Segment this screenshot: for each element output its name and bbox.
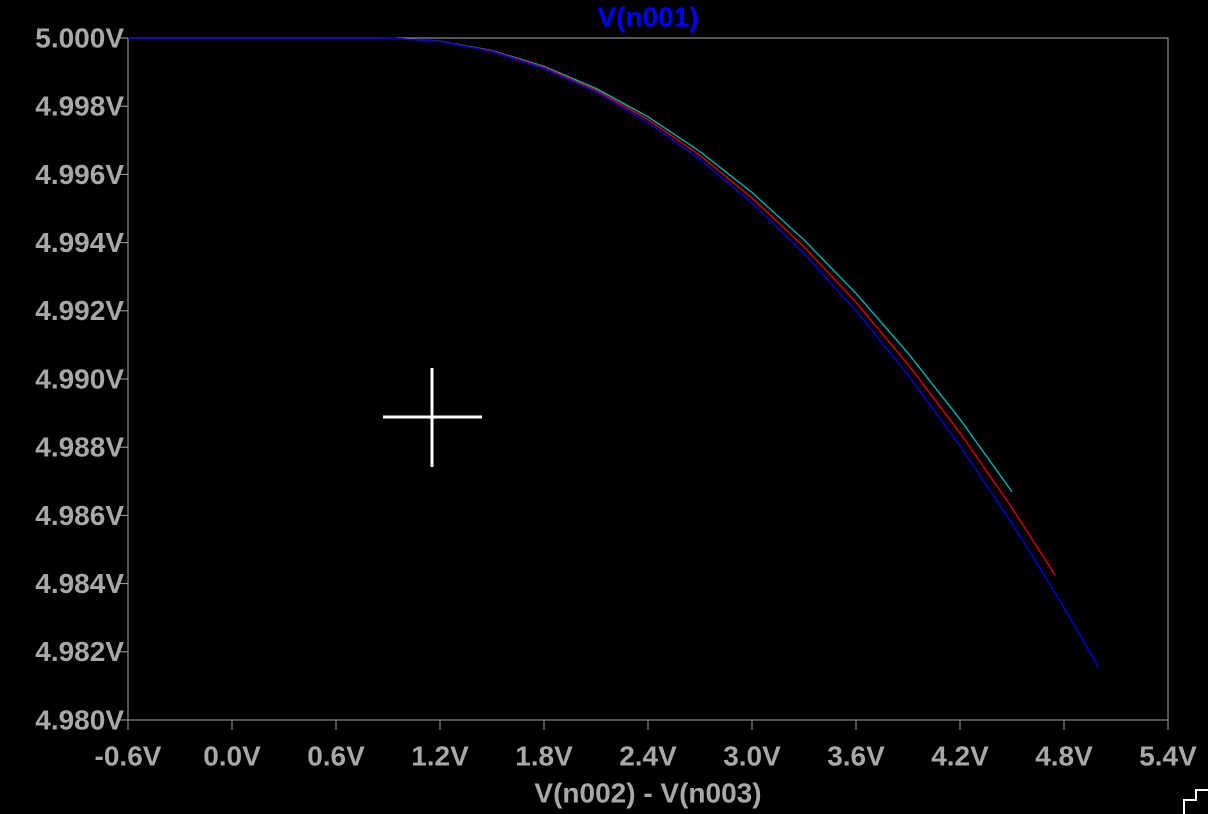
resize-grip — [1183, 789, 1208, 814]
x-tick-label: 3.0V — [723, 740, 781, 771]
cursor — [383, 368, 482, 467]
x-axis-label: V(n002) - V(n003) — [534, 777, 761, 808]
x-tick-label: 3.6V — [827, 740, 885, 771]
y-tick-label: 4.982V — [35, 636, 124, 667]
series-line — [128, 37, 1100, 668]
x-tick-label: 0.6V — [307, 740, 365, 771]
y-tick-label: 5.000V — [35, 22, 124, 53]
y-tick-label: 4.996V — [35, 159, 124, 190]
x-tick-label: 0.0V — [203, 740, 261, 771]
y-tick-label: 4.984V — [35, 568, 124, 599]
y-tick-label: 4.986V — [35, 500, 124, 531]
x-tick-label: -0.6V — [95, 740, 162, 771]
x-tick-label: 5.4V — [1139, 740, 1197, 771]
x-tick-label: 1.8V — [515, 740, 573, 771]
y-tick-label: 4.992V — [35, 295, 124, 326]
y-tick-label: 4.994V — [35, 227, 124, 258]
y-tick-label: 4.988V — [35, 432, 124, 463]
x-tick-label: 4.8V — [1035, 740, 1093, 771]
chart-title: V(n001) — [597, 1, 698, 32]
y-tick-label: 4.980V — [35, 704, 124, 735]
x-tick-label: 1.2V — [411, 740, 469, 771]
y-tick-label: 4.998V — [35, 91, 124, 122]
y-tick-label: 4.990V — [35, 363, 124, 394]
x-tick-label: 2.4V — [619, 740, 677, 771]
x-tick-label: 4.2V — [931, 740, 989, 771]
